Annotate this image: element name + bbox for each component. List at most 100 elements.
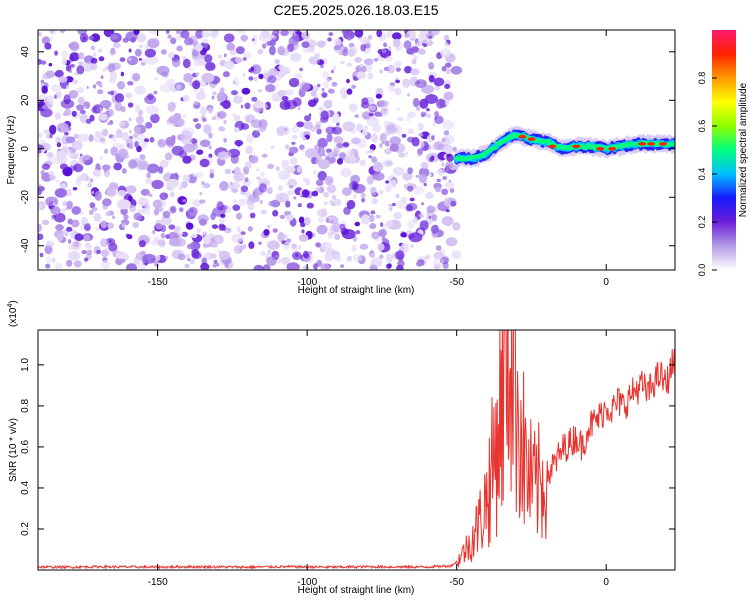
noise-blob [55,179,60,183]
noise-blob [434,111,440,117]
noise-blob [107,63,116,74]
noise-blob [352,194,357,199]
noise-blob [82,61,94,72]
noise-blob [452,222,461,231]
noise-blob [419,98,429,109]
noise-blob [266,187,273,194]
noise-blob [380,106,390,116]
noise-blob [248,200,253,206]
signal-hot-spot [659,142,667,146]
noise-blob [445,167,449,172]
noise-blob [168,237,181,247]
noise-blob [99,156,103,160]
noise-blob [301,31,310,40]
noise-blob [54,188,67,198]
noise-blob [261,43,267,49]
noise-blob [78,160,84,165]
noise-blob [200,106,207,116]
noise-blob [298,216,305,224]
noise-blob [40,108,53,118]
noise-blob [277,46,286,56]
noise-blob [410,68,420,76]
noise-blob [250,119,263,129]
signal-hot-spot [647,142,656,146]
y-tick-label: 0.8 [20,399,31,413]
noise-blob [160,215,172,226]
noise-blob [255,168,260,172]
noise-blob [284,89,294,96]
noise-blob [235,46,245,55]
noise-blob [385,263,392,269]
noise-blob [267,75,277,84]
noise-blob [330,69,334,74]
noise-blob [137,208,142,213]
noise-blob [404,33,410,38]
noise-blob [270,145,275,149]
noise-blob [211,224,219,230]
noise-blob [129,135,133,140]
noise-blob [376,243,385,252]
spectrogram-signal-track [453,125,675,169]
noise-blob [209,172,214,179]
noise-blob [385,149,389,153]
noise-blob [242,57,247,61]
noise-blob [63,94,71,105]
noise-blob [115,129,123,139]
noise-blob [289,30,294,34]
noise-blob [219,217,225,225]
noise-blob [395,193,400,199]
noise-blob [211,242,218,248]
noise-blob [366,175,374,185]
noise-blob [128,117,132,122]
noise-blob [169,191,175,198]
noise-blob [398,152,406,158]
noise-blob [275,83,279,88]
noise-blob [411,136,420,147]
noise-blob [99,137,106,142]
noise-blob [102,164,111,171]
noise-blob [133,30,140,35]
noise-blob [55,224,64,231]
noise-blob [340,60,345,65]
noise-blob [139,154,146,160]
x-tick-label: -100 [297,577,317,588]
spectrogram-x-label: Height of straight line (km) [298,285,415,296]
x-tick-label: -50 [449,577,464,588]
noise-blob [379,133,387,143]
noise-blob [54,69,64,78]
noise-blob [260,209,268,215]
noise-blob [92,52,97,57]
noise-blob [301,41,310,48]
noise-blob [272,210,279,217]
noise-blob [288,185,294,189]
noise-blob [393,211,403,220]
noise-blob [191,248,200,259]
noise-blob [274,58,280,65]
noise-blob [441,120,455,130]
noise-blob [317,137,328,148]
noise-blob [51,84,62,93]
noise-blob [395,67,401,72]
noise-blob [431,214,438,222]
noise-blob [176,117,186,127]
noise-blob [165,30,170,35]
noise-blob [192,49,199,57]
noise-blob [407,111,416,119]
noise-blob [326,133,333,143]
noise-blob [108,109,115,117]
noise-blob [403,40,412,50]
noise-blob [286,262,300,270]
noise-blob [431,135,435,141]
x-tick-label: -100 [297,277,317,288]
noise-blob [441,162,445,167]
noise-blob [130,37,136,43]
noise-blob [193,58,203,67]
noise-blob [107,91,111,95]
noise-blob [240,34,249,42]
signal-hot-spot [527,137,536,141]
noise-blob [306,202,314,209]
noise-blob [138,197,147,207]
noise-blob [87,182,92,188]
noise-blob [432,258,445,267]
